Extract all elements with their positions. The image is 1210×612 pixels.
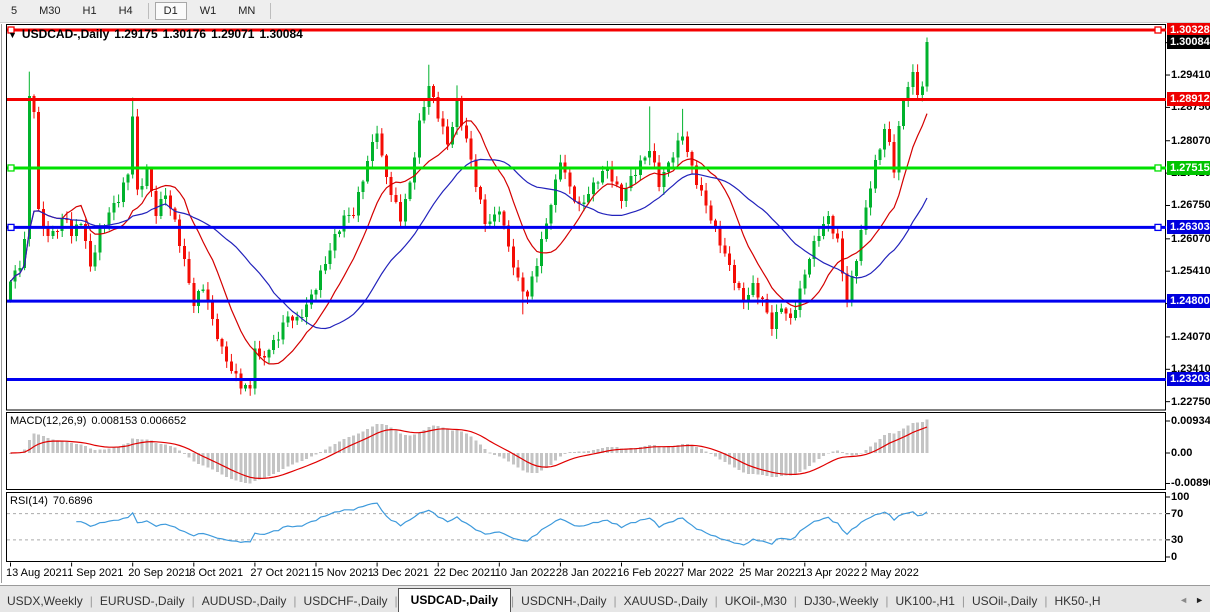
date-axis-label: 25 Mar 2022 <box>739 567 801 579</box>
rsi-axis-label: 30 <box>1171 533 1184 546</box>
tab-separator: | <box>89 594 93 608</box>
timeframe-button-d1[interactable]: D1 <box>154 2 187 20</box>
tab-scroll-controls: ◄ ► <box>1175 586 1208 612</box>
tab-uk100-h1[interactable]: UK100-,H1 <box>895 594 955 608</box>
price-badge: 1.27515 <box>1167 160 1210 175</box>
macd-axis-label: -0.008902 <box>1171 477 1210 490</box>
tab-separator: | <box>613 594 617 608</box>
date-axis-label: 16 Feb 2022 <box>617 567 679 579</box>
rsi-line <box>76 502 928 546</box>
ohlc-close: 1.30084 <box>259 27 303 41</box>
price-axis-label: 1.24070 <box>1171 330 1210 343</box>
price-axis-label: 1.26750 <box>1171 199 1210 212</box>
date-axis-label: 28 Jan 2022 <box>555 567 617 579</box>
date-axis-label: 1 Sep 2021 <box>67 567 124 579</box>
macd-panel[interactable] <box>6 412 1166 490</box>
timeframe-button-h1[interactable]: H1 <box>82 5 97 17</box>
price-axis-label: 1.26070 <box>1171 232 1210 245</box>
tab-separator: | <box>1044 594 1048 608</box>
tab-separator: | <box>293 594 297 608</box>
date-axis-label: 13 Aug 2021 <box>6 567 68 579</box>
tab-usdx-weekly[interactable]: USDX,Weekly <box>7 594 83 608</box>
symbol-tabbar: USDX,Weekly | EURUSD-,Daily | AUDUSD-,Daily |… <box>0 585 1210 612</box>
macd-label: MACD(12,26,9) 0.008153 0.006652 <box>10 415 187 427</box>
rsi-axis-label: 0 <box>1171 551 1178 563</box>
date-axis-label: 7 Mar 2022 <box>678 567 734 579</box>
timeframe-toolbar: 5 M30 H1 H4 D1 W1 MN <box>0 0 1210 23</box>
candlestick-series <box>9 37 929 396</box>
macd-signal-line <box>10 426 928 480</box>
macd-axis-label: 0.009345 <box>1171 415 1210 427</box>
price-axis-label: 1.28070 <box>1171 134 1210 147</box>
main-chart-plot[interactable] <box>6 24 1166 411</box>
timeframe-button-mn[interactable]: MN <box>238 5 256 17</box>
rsi-axis-label: 70 <box>1171 507 1184 520</box>
date-axis-label: 27 Oct 2021 <box>250 567 311 579</box>
moving-average-30 <box>10 158 928 330</box>
price-badge: 1.26303 <box>1167 220 1210 235</box>
ohlc-open: 1.29175 <box>114 27 158 41</box>
price-badge: 1.24800 <box>1167 294 1210 309</box>
date-axis-label: 10 Jan 2022 <box>494 567 556 579</box>
rsi-panel[interactable] <box>6 492 1166 562</box>
tab-separator: | <box>511 594 515 608</box>
tab-audusd-daily[interactable]: AUDUSD-,Daily <box>201 594 287 608</box>
price-badge: 1.30084 <box>1167 34 1210 49</box>
date-axis-label: 3 Dec 2021 <box>372 567 429 579</box>
rsi-label: RSI(14) 70.6896 <box>10 495 93 507</box>
price-badge: 1.28912 <box>1167 92 1210 107</box>
tab-usdchf-daily[interactable]: USDCHF-,Daily <box>303 594 388 608</box>
tab-xauusd-daily[interactable]: XAUUSD-,Daily <box>623 594 708 608</box>
timeframe-button-5[interactable]: 5 <box>11 5 18 17</box>
tab-separator: | <box>961 594 965 608</box>
ohlc-high: 1.30176 <box>162 27 207 41</box>
price-axis-label: 1.22750 <box>1171 395 1210 408</box>
date-axis-label: 15 Nov 2021 <box>311 567 374 579</box>
tab-dj30-weekly[interactable]: DJ30-,Weekly <box>803 594 879 608</box>
ohlc-low: 1.29071 <box>211 27 255 41</box>
tab-eurusd-daily[interactable]: EURUSD-,Daily <box>99 594 185 608</box>
tab-scroll-right-icon[interactable]: ► <box>1195 594 1204 605</box>
rsi-axis-label: 100 <box>1171 491 1190 503</box>
price-badge: 1.23203 <box>1167 372 1210 387</box>
tab-separator: | <box>191 594 195 608</box>
tab-separator: | <box>394 594 398 608</box>
macd-axis-label: 0.00 <box>1171 447 1193 459</box>
toolbar-separator <box>147 3 149 19</box>
chart-symbol-label: USDCAD-,Daily <box>21 27 110 41</box>
tab-hk50-h[interactable]: HK50-,H <box>1054 594 1101 608</box>
tab-usoil-daily[interactable]: USOil-,Daily <box>972 594 1038 608</box>
tab-usdcnh-daily[interactable]: USDCNH-,Daily <box>521 594 607 608</box>
price-axis-label: 1.29410 <box>1171 69 1210 82</box>
date-axis-label: 22 Dec 2021 <box>433 567 497 579</box>
horizontal-levels <box>7 26 1166 381</box>
tab-ukoil-m30[interactable]: UKOil-,M30 <box>724 594 787 608</box>
timeframe-button-w1[interactable]: W1 <box>199 5 217 17</box>
tab-usdcad-daily[interactable]: USDCAD-,Daily <box>397 588 512 612</box>
price-badge: 1.30328 <box>1167 23 1210 37</box>
chart-dropdown-icon[interactable]: ▼ <box>8 30 17 40</box>
toolbar-separator <box>270 3 272 19</box>
tab-separator: | <box>793 594 797 608</box>
timeframe-button-h4[interactable]: H4 <box>118 5 133 17</box>
macd-histogram <box>9 419 929 484</box>
tab-separator: | <box>714 594 718 608</box>
tab-scroll-left-icon[interactable]: ◄ <box>1179 594 1189 605</box>
date-axis-label: 20 Sep 2021 <box>128 567 191 579</box>
date-axis-label: 2 May 2022 <box>861 567 919 579</box>
price-axis-label: 1.23410 <box>1171 363 1210 376</box>
moving-average-12 <box>10 113 928 365</box>
timeframe-button-m30[interactable]: M30 <box>39 5 61 17</box>
date-axis-label: 13 Apr 2022 <box>800 567 860 579</box>
tab-separator: | <box>885 594 889 608</box>
price-axis-label: 1.25410 <box>1171 265 1210 278</box>
date-axis-label: 8 Oct 2021 <box>189 567 244 579</box>
chart-title: ▼ USDCAD-,Daily 1.29175 1.30176 1.29071 1.300… <box>8 27 308 41</box>
